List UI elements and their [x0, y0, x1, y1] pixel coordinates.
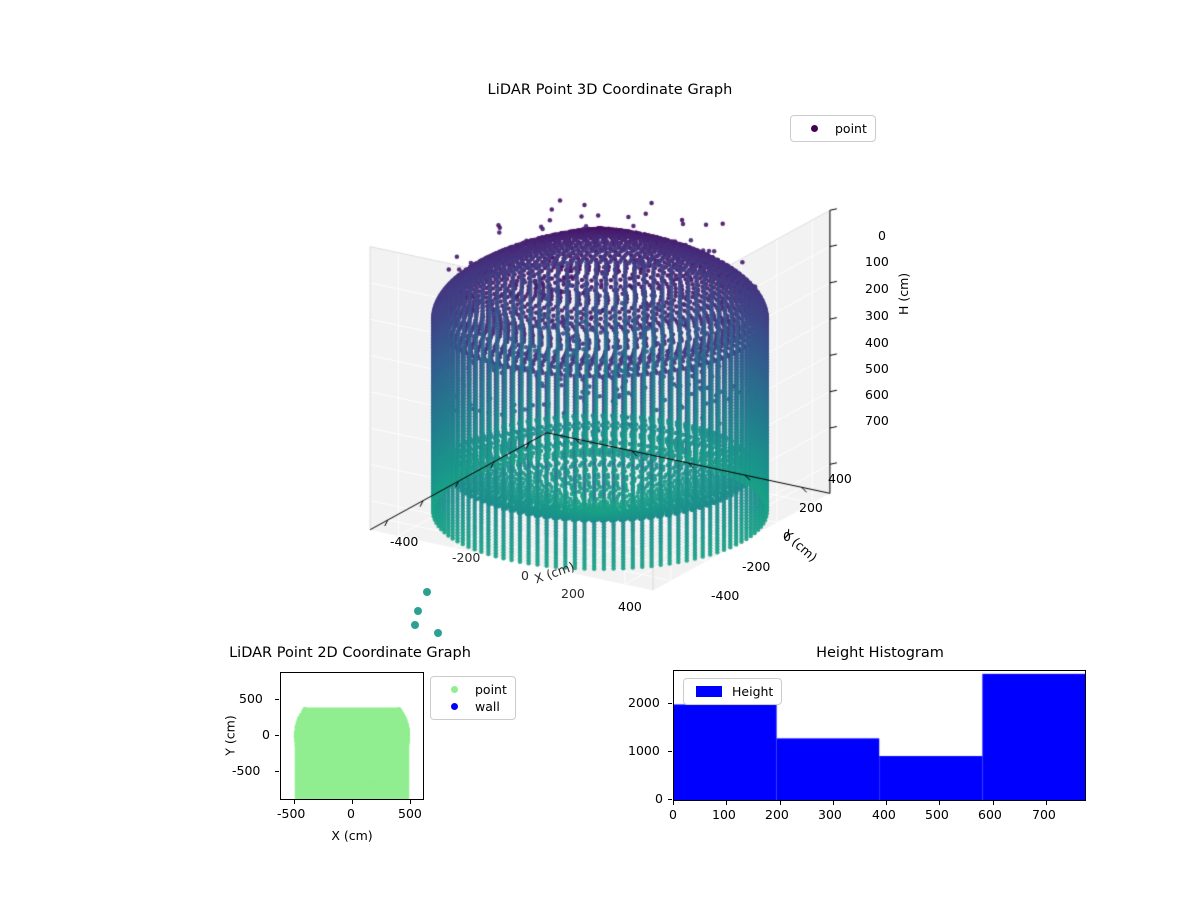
- plot2d-xtick-500: 500: [398, 806, 422, 821]
- histogram-xtick-500: 500: [925, 807, 949, 822]
- plot3d-ztick-400: 400: [865, 335, 889, 350]
- plot3d-ztick-700: 700: [865, 413, 889, 428]
- histogram-legend: Height: [683, 678, 783, 705]
- histogram-xtick-300: 300: [818, 807, 842, 822]
- histogram-xtick-600: 600: [978, 807, 1002, 822]
- histogram-ytick-2000: 2000: [628, 695, 660, 710]
- plot3d-ytick-neg400: -400: [711, 588, 740, 603]
- plot3d-outlier-point: [411, 621, 419, 629]
- plot2d-title: LiDAR Point 2D Coordinate Graph: [229, 645, 471, 661]
- plot2d-xtick-mark-0: [352, 800, 354, 804]
- histogram-xtick-400: 400: [872, 807, 896, 822]
- histogram-xtick-0: 0: [669, 807, 677, 822]
- plot3d-ztick-300: 300: [865, 308, 889, 323]
- plot3d-xtick-400: 400: [618, 599, 642, 614]
- plot3d-xtick-0: 0: [521, 568, 529, 583]
- legend-item-point[interactable]: point: [799, 120, 867, 137]
- histogram-xtick-mark-200: [780, 801, 782, 805]
- legend-label: wall: [475, 699, 500, 714]
- plot2d-legend: point wall: [430, 676, 516, 720]
- histogram-xtick-200: 200: [765, 807, 789, 822]
- plot2d-ytick-500: 500: [239, 691, 263, 706]
- legend-label: point: [835, 121, 867, 136]
- plot3d-xtick-neg400: -400: [390, 534, 419, 549]
- plot2d-ytick-mark-500: [275, 699, 279, 701]
- histogram-xtick-mark-400: [886, 801, 888, 805]
- legend-item-point[interactable]: point: [439, 681, 507, 698]
- plot2d-xtick-mark-neg500: [294, 800, 296, 804]
- histogram-ytick-mark-2000: [668, 703, 672, 705]
- plot3d-title: LiDAR Point 3D Coordinate Graph: [487, 82, 733, 98]
- plot2d-axes: [280, 672, 424, 800]
- histogram-ytick-mark-1000: [668, 751, 672, 753]
- plot3d-ztick-100: 100: [865, 254, 889, 269]
- histogram-xtick-mark-0: [673, 801, 675, 805]
- histogram-ytick-0: 0: [655, 791, 663, 806]
- plot2d-ytick-neg500: -500: [232, 763, 261, 778]
- circle-icon: [439, 703, 469, 710]
- plot3d-ztick-0: 0: [878, 228, 886, 243]
- legend-item-wall[interactable]: wall: [439, 698, 507, 715]
- bar-swatch-icon: [692, 686, 726, 697]
- histogram-xtick-mark-700: [1046, 801, 1048, 805]
- plot2d-xaxis-label: X (cm): [331, 828, 373, 843]
- circle-icon: [439, 686, 469, 693]
- plot3d-outlier-point: [414, 607, 422, 615]
- histogram-xtick-mark-100: [726, 801, 728, 805]
- plot3d-ztick-500: 500: [865, 361, 889, 376]
- plot3d-canvas: [300, 105, 920, 625]
- legend-label: point: [475, 682, 507, 697]
- plot3d-ytick-0: 0: [783, 529, 791, 544]
- histogram-xtick-mark-500: [939, 801, 941, 805]
- plot2d-ytick-0: 0: [262, 727, 270, 742]
- histogram-title: Height Histogram: [816, 645, 944, 661]
- plot3d-ytick-400: 400: [828, 471, 852, 486]
- plot2d-xtick-mark-500: [410, 800, 412, 804]
- plot3d-ztick-600: 600: [865, 387, 889, 402]
- plot3d-axes: [300, 105, 920, 625]
- plot3d-ytick-neg200: -200: [742, 559, 771, 574]
- plot2d-canvas: [281, 673, 423, 799]
- plot3d-xtick-200: 200: [561, 586, 585, 601]
- plot3d-outlier-point: [434, 629, 442, 637]
- plot3d-zaxis-label: H (cm): [896, 272, 911, 315]
- histogram-ytick-mark-0: [668, 799, 672, 801]
- plot3d-outlier-point: [423, 588, 431, 596]
- plot3d-ytick-200: 200: [799, 500, 823, 515]
- histogram-xtick-700: 700: [1032, 807, 1056, 822]
- plot3d-xtick-neg200: -200: [452, 550, 481, 565]
- histogram-xtick-mark-600: [993, 801, 995, 805]
- histogram-xtick-100: 100: [712, 807, 736, 822]
- plot2d-xtick-0: 0: [347, 806, 355, 821]
- legend-item-height[interactable]: Height: [692, 683, 773, 700]
- plot2d-xtick-neg500: -500: [277, 806, 306, 821]
- histogram-ytick-1000: 1000: [628, 743, 660, 758]
- plot3d-legend: point: [790, 115, 876, 142]
- circle-icon: [799, 125, 829, 132]
- plot3d-ztick-200: 200: [865, 281, 889, 296]
- legend-label: Height: [732, 684, 774, 699]
- plot2d-ytick-mark-neg500: [275, 771, 279, 773]
- plot2d-yaxis-label: Y (cm): [222, 715, 238, 756]
- plot2d-ytick-mark-0: [275, 735, 279, 737]
- histogram-xtick-mark-300: [833, 801, 835, 805]
- histogram-axes: [673, 670, 1086, 801]
